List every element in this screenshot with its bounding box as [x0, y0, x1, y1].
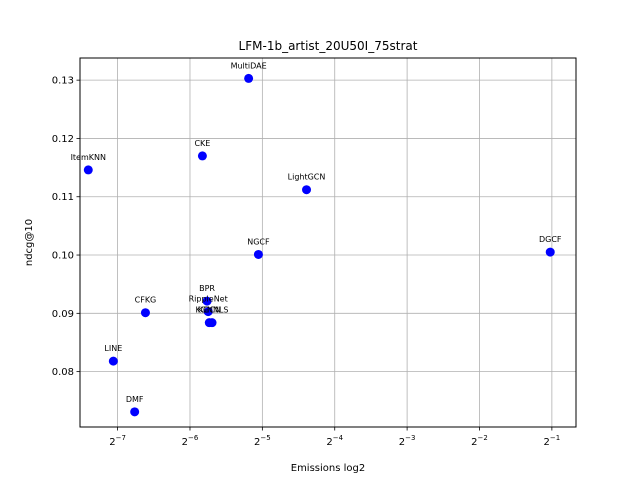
data-point — [207, 318, 217, 328]
data-point — [203, 307, 213, 317]
point-labels: MultiDAE CKE ItemKNN LightGCN DGCF NGCF BPR Rip… — [71, 61, 562, 403]
x-tick-label: 2−4 — [326, 434, 343, 448]
data-point — [202, 296, 212, 306]
point-label: MultiDAE — [231, 61, 267, 70]
point-label: DMF — [126, 395, 144, 404]
x-tick-exponent: −3 — [405, 434, 415, 442]
point-label: LINE — [104, 344, 122, 353]
chart-title: LFM-1b_artist_20U50I_75strat — [239, 39, 418, 53]
point-label: BPR — [199, 284, 215, 293]
point-label: RippleNet — [189, 295, 228, 304]
x-tick-label: 2−3 — [399, 434, 416, 448]
data-point — [197, 151, 207, 161]
y-axis-label: ndcg@10 — [24, 219, 35, 266]
y-tick-label: 0.08 — [52, 367, 74, 378]
data-point — [244, 73, 254, 83]
x-tick-label: 2−2 — [471, 434, 488, 448]
data-point — [302, 185, 312, 195]
y-axis-ticks: 0.08 0.09 0.10 0.11 0.12 0.13 — [52, 76, 80, 378]
y-tick-label: 0.12 — [52, 134, 74, 145]
y-tick-label: 0.13 — [52, 76, 74, 87]
y-tick-label: 0.11 — [52, 192, 74, 203]
plot-area-frame — [79, 57, 577, 428]
data-point — [140, 308, 150, 318]
data-point — [545, 247, 555, 257]
data-point — [108, 356, 118, 366]
x-tick-exponent: −1 — [550, 434, 560, 442]
point-label: KGNNLS — [196, 306, 229, 315]
point-label: NGCF — [247, 237, 270, 246]
point-label: LightGCN — [288, 173, 326, 182]
x-tick-exponent: −4 — [333, 434, 344, 442]
grid — [80, 58, 576, 427]
data-point — [253, 249, 263, 259]
point-label: KGCN — [198, 306, 221, 315]
x-tick-exponent: −5 — [260, 434, 270, 442]
x-tick-exponent: −7 — [116, 434, 126, 442]
x-axis-label: Emissions log2 — [291, 463, 366, 474]
x-tick-label: 2−6 — [182, 434, 199, 448]
point-label: CFKG — [135, 296, 157, 305]
x-tick-label: 2−1 — [544, 434, 561, 448]
point-label: CKE — [194, 139, 210, 148]
x-tick-exponent: −2 — [478, 434, 488, 442]
y-tick-label: 0.10 — [52, 251, 74, 262]
x-tick-label: 2−5 — [254, 434, 271, 448]
data-points — [83, 73, 555, 417]
y-tick-label: 0.09 — [52, 309, 74, 320]
x-tick-label: 2−7 — [109, 434, 126, 448]
data-point — [83, 165, 93, 175]
x-tick-exponent: −6 — [188, 434, 199, 442]
data-point — [130, 407, 140, 417]
point-label: DGCF — [539, 235, 562, 244]
x-axis-ticks: 2−7 2−6 2−5 2−4 2−3 2−2 2−1 — [109, 427, 560, 448]
point-label: ItemKNN — [71, 153, 106, 162]
